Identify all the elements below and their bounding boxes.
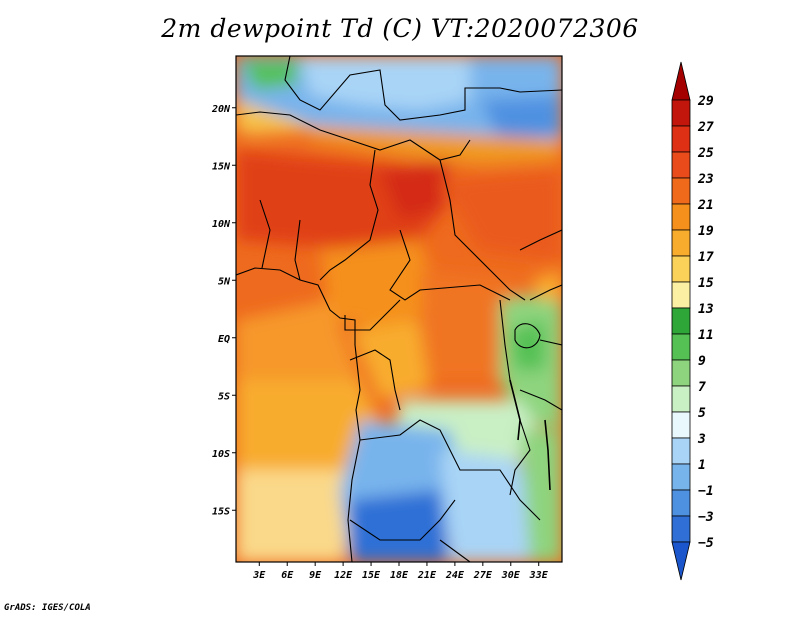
nw-green-patch — [240, 60, 300, 90]
colorbar-label: 27 — [697, 120, 714, 135]
colorbar-swatch — [671, 229, 691, 257]
colorbar-swatch — [671, 307, 691, 335]
se-dry-zone — [440, 450, 540, 562]
colorbar-swatch — [671, 125, 691, 153]
border-namibia — [349, 499, 471, 562]
border-chad-sudan — [439, 159, 526, 301]
latitude-axis: 20N 15N 10N 5N EQ 5S 10S 15S — [211, 104, 236, 517]
central-african-zone — [320, 240, 440, 330]
kalahari-zone — [350, 490, 450, 562]
ethiopia-zone — [530, 270, 562, 300]
lon-tick-label: 12E — [334, 570, 353, 581]
colorbar-label: 9 — [698, 354, 706, 369]
sahel-transition-west — [236, 100, 320, 135]
colorbar-label: 13 — [698, 302, 714, 317]
gulf-of-guinea-zone — [236, 300, 360, 400]
lon-tick-label: 27E — [473, 570, 493, 581]
southern-transition — [395, 400, 540, 470]
lat-tick-label: 20N — [211, 104, 231, 115]
lon-tick-label: 6E — [281, 570, 294, 581]
border-north — [284, 56, 562, 121]
mozambique-zone — [520, 430, 562, 562]
colorbar-swatch — [671, 255, 691, 283]
lon-tick-label: 21E — [417, 570, 437, 581]
lake-victoria-zone — [510, 320, 545, 370]
lon-tick-label: 9E — [309, 570, 322, 581]
colorbar-swatch — [671, 203, 691, 231]
colorbar-label: 23 — [697, 172, 714, 187]
lat-tick-label: EQ — [218, 334, 230, 345]
sahel-transition — [300, 125, 560, 165]
southern-atlantic-zone — [236, 380, 380, 470]
colorbar-label: 19 — [698, 224, 714, 239]
sw-pale-zone — [236, 470, 350, 562]
colorbar-label: 3 — [697, 432, 706, 447]
moist-core — [380, 160, 450, 220]
lon-tick-label: 24E — [445, 570, 465, 581]
colorbar-swatch — [671, 385, 691, 413]
colorbar-swatch — [671, 333, 691, 361]
colorbar-label: 29 — [697, 94, 714, 109]
country-borders — [236, 56, 562, 562]
lat-tick-label: 5S — [218, 391, 230, 402]
lat-tick-label: 15N — [212, 161, 231, 172]
colorbar-label: 1 — [698, 458, 706, 473]
lon-tick-label: 30E — [501, 570, 521, 581]
colorbar-swatch — [671, 515, 691, 543]
colorbar-label: −5 — [698, 536, 714, 551]
colorbar-swatch — [671, 281, 691, 309]
moist-band-east — [440, 170, 560, 260]
border-east-africa — [519, 229, 562, 411]
lat-tick-label: 5N — [218, 276, 231, 287]
colorbar-label: −1 — [698, 484, 714, 499]
dewpoint-field — [236, 56, 562, 562]
footer-credit: GrADS: IGES/COLA — [4, 603, 91, 613]
border-car — [389, 229, 511, 301]
colorbar-swatch — [671, 411, 691, 439]
lat-tick-label: 15S — [212, 506, 230, 517]
colorbar-swatch — [671, 489, 691, 517]
colorbar-label: 7 — [698, 380, 706, 395]
colorbar-label: 17 — [698, 250, 714, 265]
colorbar-swatch — [671, 151, 691, 179]
lat-tick-label: 10S — [212, 449, 230, 460]
chart-title: 2m dewpoint Td (C) VT:2020072306 — [161, 14, 639, 43]
colorbar-label: 11 — [698, 328, 714, 343]
colorbar-swatch — [671, 177, 691, 205]
colorbar-swatch — [671, 541, 691, 581]
coastline — [236, 267, 361, 562]
colorbar-label: 25 — [697, 146, 714, 161]
border-west-africa — [259, 199, 301, 281]
border-congo — [344, 299, 401, 411]
border-sahel — [236, 111, 471, 161]
lon-tick-label: 18E — [390, 570, 409, 581]
colorbar-label: 15 — [698, 276, 714, 291]
colorbar-swatch — [671, 61, 691, 101]
rift-lakes — [509, 379, 551, 491]
colorbar: 29 27 25 23 21 19 17 15 13 11 9 7 5 3 1 −1 −3 −5 — [671, 61, 714, 581]
longitude-axis: 3E 6E 9E 12E 15E 18E 21E 24E 27E 30E 33E — [252, 562, 549, 581]
colorbar-swatch — [671, 437, 691, 465]
lon-tick-label: 3E — [252, 570, 266, 581]
border-angola-zambia — [359, 419, 541, 521]
colorbar-swatch — [671, 99, 691, 127]
colorbar-swatch — [671, 463, 691, 491]
ne-blue-patch — [480, 96, 560, 140]
lake-victoria-outline — [514, 323, 541, 349]
lon-tick-label: 33E — [529, 570, 549, 581]
lon-tick-label: 15E — [362, 570, 381, 581]
border-nigeria — [319, 149, 379, 281]
colorbar-label: 5 — [698, 406, 706, 421]
congo-basin-zone — [420, 270, 520, 380]
colorbar-label: 21 — [697, 198, 714, 213]
colorbar-label: −3 — [698, 510, 714, 525]
sahara-core-zone — [300, 56, 470, 110]
lat-tick-label: 10N — [212, 219, 231, 230]
colorbar-swatch — [671, 359, 691, 387]
